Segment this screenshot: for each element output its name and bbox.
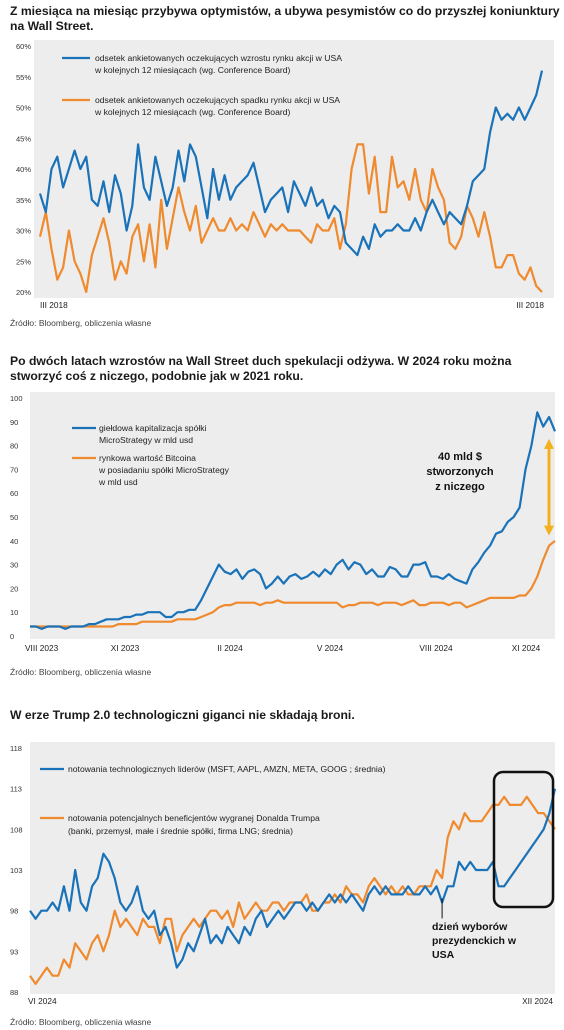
chart1-ytick-label: 25% bbox=[16, 257, 31, 266]
chart2-ytick-label: 20 bbox=[10, 584, 18, 593]
chart2-ytick-label: 30 bbox=[10, 561, 18, 570]
chart2-legend-label: giełdowa kapitalizacja spółki bbox=[99, 423, 207, 433]
chart2-annotation-text: 40 mld $ bbox=[438, 451, 482, 463]
chart2-ytick-label: 90 bbox=[10, 418, 18, 427]
chart3-series-orange-line bbox=[29, 795, 556, 986]
chart3-source: Źródło: Bloomberg, obliczenia własne bbox=[10, 1017, 152, 1027]
chart2-ytick-label: 60 bbox=[10, 489, 18, 498]
chart1-ytick-label: 50% bbox=[16, 104, 31, 113]
chart2-legend-label: w mld usd bbox=[98, 477, 138, 487]
chart3-annotation-text: dzień wyborów bbox=[432, 921, 508, 933]
chart2-legend-label: rynkowa wartość Bitcoina bbox=[99, 453, 196, 463]
chart2-xtick-label: VIII 2024 bbox=[419, 643, 453, 653]
chart3-ytick-label: 113 bbox=[10, 785, 22, 794]
chart2-panel bbox=[30, 392, 555, 639]
chart3-annotation-text: USA bbox=[432, 949, 455, 961]
chart2-ytick-label: 10 bbox=[10, 608, 18, 617]
chart1-legend-label: w kolejnych 12 miesiącach (wg. Conferenc… bbox=[94, 65, 290, 75]
chart2-legend-label: MicroStrategy w mld usd bbox=[99, 435, 193, 445]
chart2-ytick-label: 100 bbox=[10, 394, 23, 403]
chart3-ytick-label: 88 bbox=[10, 988, 18, 997]
chart2-xtick-label: VIII 2023 bbox=[25, 643, 59, 653]
chart3-ytick-label: 108 bbox=[10, 825, 23, 834]
chart2-annotation-arrow-head-down bbox=[544, 525, 554, 536]
chart1-legend-label: w kolejnych 12 miesiącach (wg. Conferenc… bbox=[94, 107, 290, 117]
chart1-ytick-label: 55% bbox=[16, 73, 31, 82]
chart1-ytick-label: 45% bbox=[16, 134, 31, 143]
chart2-ytick-label: 0 bbox=[10, 632, 14, 641]
chart3-annotation-text: prezydenckich w bbox=[432, 935, 517, 947]
chart1-legend-label: odsetek ankietowanych oczekujących spadk… bbox=[95, 95, 340, 105]
chart1-svg: 60% 55% 50% 45% 40% 35% 30% 25% 20% III 2018 III 2… bbox=[16, 40, 554, 310]
chart2-title: Po dwóch latach wzrostów na Wall Street … bbox=[10, 354, 512, 383]
chart3-legend-label: notowania technologicznych liderów (MSFT… bbox=[68, 764, 386, 774]
chart2-ytick-label: 80 bbox=[10, 442, 18, 451]
chart3-legend-label: (banki, przemysł, małe i średnie spółki,… bbox=[68, 826, 293, 836]
chart3-panel bbox=[30, 742, 555, 994]
chart2-ytick-label: 40 bbox=[10, 537, 18, 546]
chart1-xtick-label: III 2018 bbox=[40, 300, 68, 310]
chart1-title: Z miesiąca na miesiąc przybywa optymistó… bbox=[10, 4, 560, 33]
chart1-ytick-label: 30% bbox=[16, 227, 31, 236]
chart1-ytick-label: 20% bbox=[16, 288, 31, 297]
chart3-highlight-box bbox=[492, 770, 555, 909]
chart3-legend-label: notowania potencjalnych beneficjentów wy… bbox=[68, 813, 320, 823]
chart2-xtick-label: II 2024 bbox=[217, 643, 243, 653]
chart1-panel bbox=[34, 40, 554, 298]
chart3-series-blue-line bbox=[29, 788, 557, 969]
chart2-source: Źródło: Bloomberg, obliczenia własne bbox=[10, 667, 152, 677]
chart2-legend-label: w posiadaniu spółki MicroStrategy bbox=[98, 465, 230, 475]
chart1-ytick-label: 60% bbox=[16, 42, 31, 51]
chart2-xtick-label: V 2024 bbox=[317, 643, 344, 653]
chart1-legend-label: odsetek ankietowanych oczekujących wzros… bbox=[95, 53, 342, 63]
chart3-xtick-label: XII 2024 bbox=[522, 996, 553, 1006]
chart2-series-blue-line bbox=[30, 411, 557, 631]
chart1-source: Źródło: Bloomberg, obliczenia własne bbox=[10, 318, 152, 328]
chart3-ytick-label: 98 bbox=[10, 907, 18, 916]
chart2-xtick-label: XI 2023 bbox=[111, 643, 140, 653]
chart3-ytick-label: 103 bbox=[10, 866, 23, 875]
chart2-annotation-text: z niczego bbox=[435, 481, 485, 493]
chart2-annotation-text: stworzonych bbox=[426, 466, 494, 478]
chart1-xtick-label: III 2018 bbox=[516, 300, 544, 310]
chart3-ytick-label: 118 bbox=[10, 744, 22, 753]
chart2-ytick-label: 70 bbox=[10, 465, 18, 474]
chart1-series-orange-line bbox=[38, 143, 543, 294]
chart3-title: W erze Trump 2.0 technologiczni giganci … bbox=[10, 708, 355, 722]
chart1-ytick-label: 35% bbox=[16, 196, 31, 205]
chart3-xtick-label: VI 2024 bbox=[28, 996, 57, 1006]
chart2-xtick-label: XI 2024 bbox=[512, 643, 541, 653]
chart3-ytick-label: 93 bbox=[10, 947, 18, 956]
chart2-series-orange-line bbox=[30, 539, 556, 628]
chart1-series-blue-line bbox=[38, 70, 544, 257]
chart2-annotation-arrow-head-up bbox=[544, 438, 554, 449]
chart2-ytick-label: 50 bbox=[10, 513, 18, 522]
chart1-ytick-label: 40% bbox=[16, 165, 31, 174]
